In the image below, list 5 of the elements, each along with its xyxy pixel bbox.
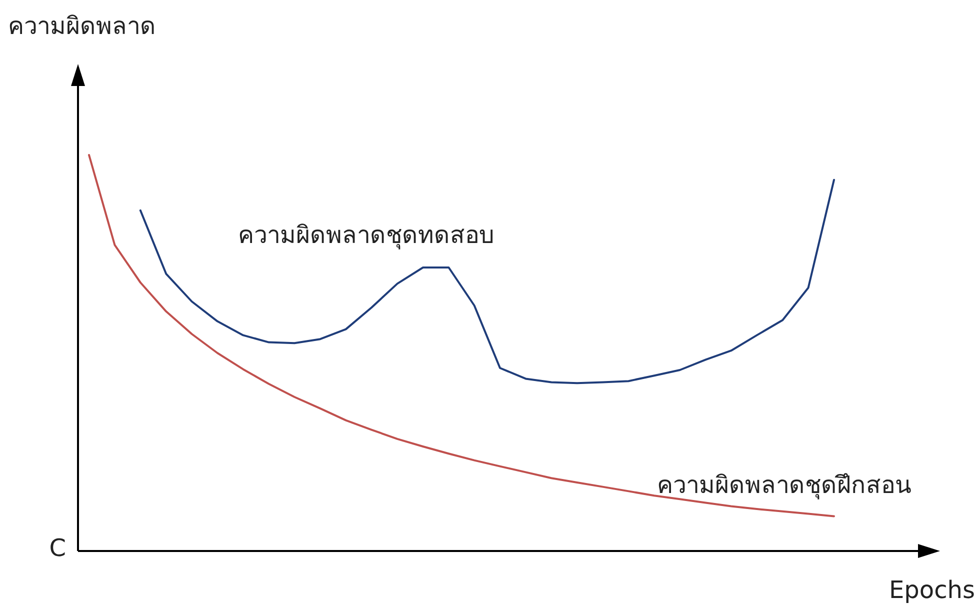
x-axis-title: Epochs xyxy=(889,576,975,604)
series-label: ความผิดพลาดชุดทดสอบ xyxy=(238,221,494,250)
series-label: ความผิดพลาดชุดฝึกสอน xyxy=(657,471,911,500)
y-axis-title: ความผิดพลาด xyxy=(8,12,156,40)
text: C xyxy=(49,534,66,562)
